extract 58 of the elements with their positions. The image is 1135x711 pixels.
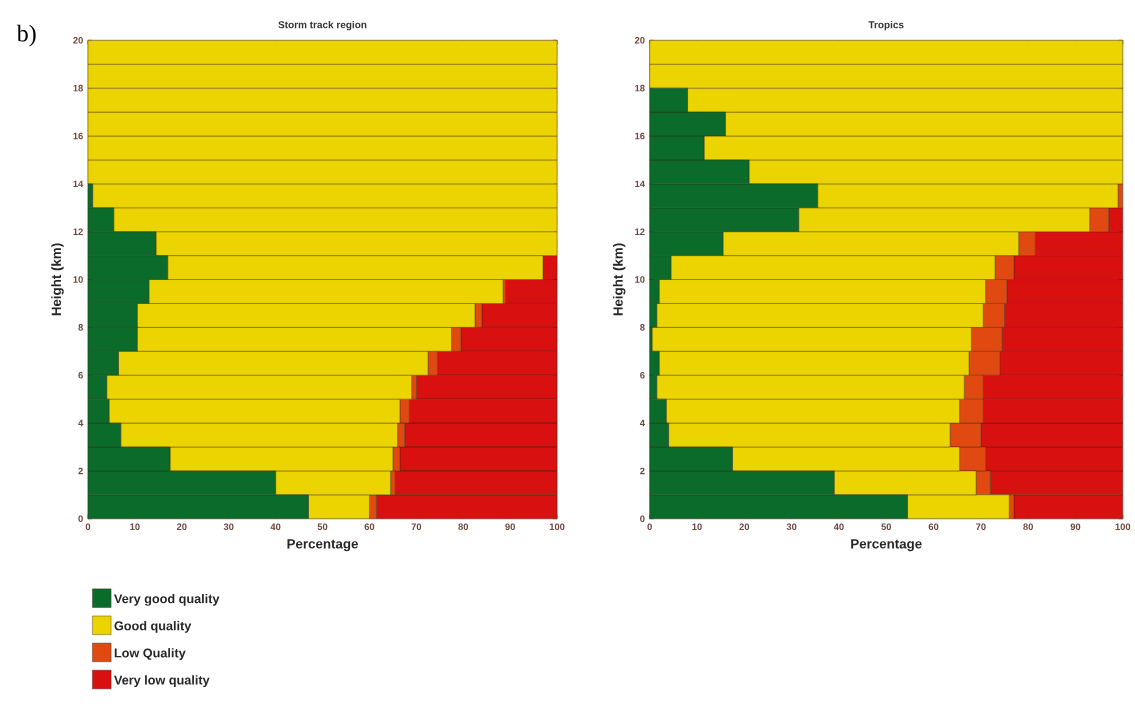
x-tick-label: 40 <box>833 523 844 531</box>
y-tick-label: 10 <box>635 276 645 283</box>
x-tick-label: 70 <box>976 523 986 531</box>
y-tick-label: 10 <box>73 276 83 283</box>
y-tick-label: 16 <box>635 132 645 140</box>
x-tick-label: 80 <box>1023 523 1033 531</box>
y-tick-label: 6 <box>78 372 83 379</box>
legend-label: Very good quality <box>114 594 220 606</box>
x-tick-label: 50 <box>317 523 328 531</box>
y-tick-label: 4 <box>639 420 645 427</box>
bar <box>399 446 558 472</box>
y-tick-label: 0 <box>640 515 645 523</box>
y-tick-label: 12 <box>635 228 645 236</box>
x-tick-label: 90 <box>1070 523 1081 531</box>
y-tick-label: 2 <box>78 467 83 475</box>
chart-title: Tropics <box>868 21 904 31</box>
x-tick-label: 0 <box>85 523 91 531</box>
x-tick-label: 60 <box>364 523 375 531</box>
y-tick-label: 14 <box>73 180 84 188</box>
y-tick-label: 20 <box>634 37 645 44</box>
bar <box>409 399 558 424</box>
y-tick-label: 2 <box>640 467 645 475</box>
y-tick-label: 8 <box>640 324 645 331</box>
y-tick-label: 14 <box>635 180 645 188</box>
x-tick-label: 80 <box>458 523 469 531</box>
chart-title: Storm track region <box>278 21 367 31</box>
text: b) <box>16 24 36 47</box>
x-tick-label: 50 <box>881 523 892 531</box>
x-tick-label: 60 <box>928 523 939 531</box>
x-tick-label: 100 <box>1115 523 1131 531</box>
y-tick-label: 18 <box>73 85 83 92</box>
x-axis-title: Percentage <box>287 539 358 552</box>
legend-label: Good quality <box>114 621 192 634</box>
x-tick-label: 20 <box>176 523 187 531</box>
y-tick-label: 8 <box>78 324 83 331</box>
x-tick-label: 90 <box>505 523 515 531</box>
legend-label: Very low quality <box>114 675 210 688</box>
x-axis-title: Percentage <box>851 539 922 552</box>
y-tick-label: 6 <box>640 372 645 379</box>
y-tick-label: 4 <box>78 420 84 427</box>
x-tick-label: 30 <box>786 523 797 531</box>
x-tick-label: 40 <box>270 523 281 531</box>
x-tick-label: 10 <box>692 523 702 531</box>
y-axis-title: Height (km) <box>51 243 64 316</box>
x-tick-label: 30 <box>223 523 234 531</box>
y-tick-label: 16 <box>73 132 83 140</box>
bar <box>404 423 558 448</box>
y-tick-label: 18 <box>635 85 645 92</box>
x-tick-label: 10 <box>130 523 140 531</box>
y-tick-label: 20 <box>73 37 83 44</box>
x-tick-label: 20 <box>739 523 750 531</box>
x-tick-label: 70 <box>411 523 422 531</box>
y-tick-label: 12 <box>73 228 83 236</box>
y-tick-label: 0 <box>78 515 83 523</box>
x-tick-label: 100 <box>549 523 565 531</box>
x-tick-label: 0 <box>647 523 652 531</box>
legend-label: Low Quality <box>114 648 186 661</box>
y-axis-title: Height (km) <box>612 243 626 316</box>
